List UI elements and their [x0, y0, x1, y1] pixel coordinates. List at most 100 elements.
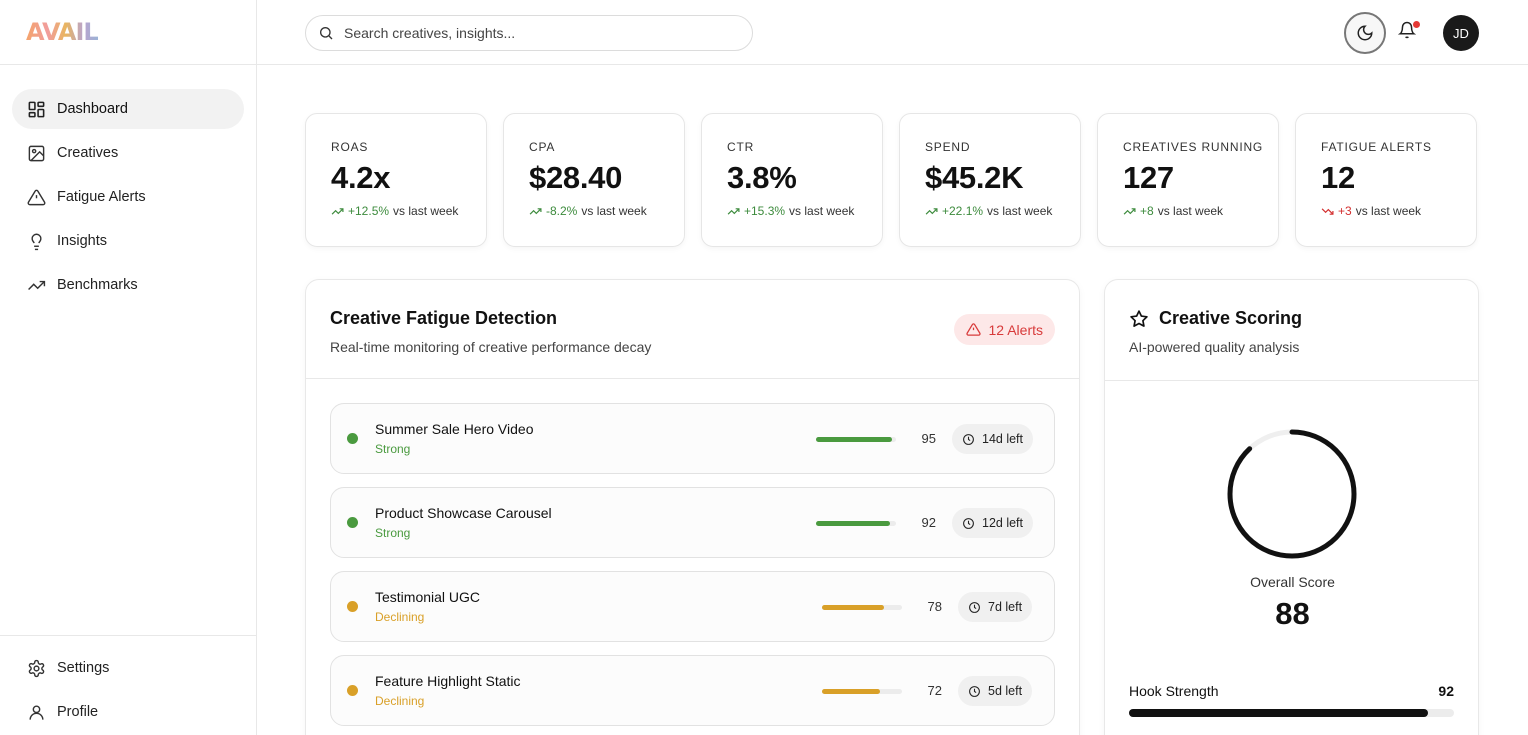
- kpi-change: -8.2% vs last week: [529, 204, 684, 218]
- scoring-title: Creative Scoring: [1159, 308, 1303, 328]
- trending-up-icon: [529, 205, 542, 218]
- days-left-label: 5d left: [988, 684, 1023, 698]
- kpi-card-cpa[interactable]: CPA $28.40 -8.2% vs last week: [503, 113, 685, 247]
- avatar[interactable]: JD: [1443, 15, 1479, 51]
- warning-icon: [26, 187, 46, 207]
- health-score: 92: [921, 515, 936, 530]
- alerts-badge[interactable]: 12 Alerts: [953, 314, 1055, 345]
- days-left-badge[interactable]: 5d left: [958, 676, 1033, 706]
- sidebar-item-fatigue-alerts[interactable]: Fatigue Alerts: [12, 177, 244, 217]
- sidebar-item-creatives[interactable]: Creatives: [12, 133, 244, 173]
- search-input[interactable]: [344, 25, 724, 41]
- image-icon: [26, 143, 46, 163]
- kpi-change: +22.1% vs last week: [925, 204, 1080, 218]
- kpi-card-fatigue-alerts[interactable]: FATIGUE ALERTS 12 +3 vs last week: [1295, 113, 1477, 247]
- days-left-badge[interactable]: 12d left: [952, 508, 1034, 538]
- kpi-label: CTR: [727, 140, 755, 154]
- kpi-card-ctr[interactable]: CTR 3.8% +15.3% vs last week: [701, 113, 883, 247]
- metric-header: Hook Strength 92: [1129, 683, 1454, 699]
- kpi-card-roas[interactable]: ROAS 4.2x +12.5% vs last week: [305, 113, 487, 247]
- dashboard-icon: [26, 99, 46, 119]
- health-bar-track: [822, 689, 902, 694]
- kpi-label: SPEND: [925, 140, 971, 154]
- health-bar-fill: [816, 437, 892, 442]
- status-dot: [347, 433, 358, 444]
- days-left-label: 12d left: [982, 516, 1024, 530]
- sidebar-item-profile[interactable]: Profile: [12, 692, 244, 732]
- sidebar-item-settings[interactable]: Settings: [12, 648, 244, 688]
- health-score: 78: [927, 599, 942, 614]
- metric-value: 92: [1438, 683, 1454, 699]
- kpi-value: $28.40: [529, 160, 623, 195]
- status-dot: [347, 601, 358, 612]
- notifications-button[interactable]: [1398, 21, 1420, 43]
- sidebar-item-label: Dashboard: [57, 101, 128, 117]
- fatigue-subtitle: Real-time monitoring of creative perform…: [330, 339, 652, 355]
- kpi-change: +15.3% vs last week: [727, 204, 882, 218]
- overall-score-ring: [1225, 427, 1359, 561]
- days-left-label: 14d left: [982, 432, 1024, 446]
- fatigue-row[interactable]: Feature Highlight Static Declining 72 5d le…: [330, 655, 1055, 726]
- star-icon: [1129, 309, 1149, 329]
- row-text: Summer Sale Hero Video Strong: [375, 421, 533, 456]
- sidebar-nav: Dashboard Creatives Fatigue Alerts Insig…: [0, 65, 256, 305]
- fatigue-row[interactable]: Testimonial UGC Declining 78 7d left: [330, 571, 1055, 642]
- notification-dot: [1413, 21, 1420, 28]
- logo[interactable]: AVAIL: [0, 0, 256, 65]
- kpi-suffix: vs last week: [789, 204, 855, 218]
- days-left-badge[interactable]: 7d left: [958, 592, 1033, 622]
- sidebar-item-insights[interactable]: Insights: [12, 221, 244, 261]
- row-text: Feature Highlight Static Declining: [375, 673, 521, 708]
- creative-status: Strong: [375, 442, 411, 456]
- kpi-value: 4.2x: [331, 160, 391, 195]
- creative-name: Product Showcase Carousel: [375, 505, 552, 521]
- creative-status: Declining: [375, 610, 425, 624]
- bell-icon: [1398, 21, 1420, 39]
- kpi-card-spend[interactable]: SPEND $45.2K +22.1% vs last week: [899, 113, 1081, 247]
- theme-toggle-button[interactable]: [1344, 12, 1386, 54]
- user-icon: [26, 702, 46, 722]
- kpi-value: 12: [1321, 160, 1355, 195]
- clock-icon: [962, 433, 975, 446]
- fatigue-card-header: Creative Fatigue Detection Real-time mon…: [306, 280, 1079, 379]
- trending-up-icon: [1123, 205, 1136, 218]
- trending-up-icon: [331, 205, 344, 218]
- fatigue-list: Summer Sale Hero Video Strong 95 14d left Pr…: [306, 379, 1079, 726]
- kpi-delta: +15.3%: [744, 204, 786, 218]
- row-text: Testimonial UGC Declining: [375, 589, 480, 624]
- days-left-badge[interactable]: 14d left: [952, 424, 1034, 454]
- sidebar-item-dashboard[interactable]: Dashboard: [12, 89, 244, 129]
- fatigue-card: Creative Fatigue Detection Real-time mon…: [305, 279, 1080, 735]
- kpi-delta: +12.5%: [348, 204, 390, 218]
- moon-icon: [1356, 24, 1374, 42]
- fatigue-row[interactable]: Summer Sale Hero Video Strong 95 14d left: [330, 403, 1055, 474]
- lightbulb-icon: [26, 231, 46, 251]
- kpi-value: 127: [1123, 160, 1174, 195]
- health-bar-track: [816, 437, 896, 442]
- sidebar-item-benchmarks[interactable]: Benchmarks: [12, 265, 244, 305]
- kpi-delta: +3: [1338, 204, 1352, 218]
- kpi-suffix: vs last week: [393, 204, 459, 218]
- kpi-label: FATIGUE ALERTS: [1321, 140, 1432, 154]
- main-content: ROAS 4.2x +12.5% vs last week CPA $28.40 -8.2%…: [257, 65, 1527, 735]
- kpi-suffix: vs last week: [987, 204, 1053, 218]
- metric-bar-track: [1129, 709, 1454, 717]
- row-text: Product Showcase Carousel Strong: [375, 505, 552, 540]
- health-bar-fill: [816, 521, 890, 526]
- gear-icon: [26, 658, 46, 678]
- search-bar[interactable]: [305, 15, 753, 51]
- fatigue-row[interactable]: Product Showcase Carousel Strong 92 12d lef…: [330, 487, 1055, 558]
- scoring-card: Creative Scoring AI-powered quality anal…: [1104, 279, 1479, 735]
- kpi-card-creatives-running[interactable]: CREATIVES RUNNING 127 +8 vs last week: [1097, 113, 1279, 247]
- scoring-card-header: Creative Scoring AI-powered quality anal…: [1105, 280, 1478, 381]
- trending-up-icon: [26, 275, 46, 295]
- scoring-subtitle: AI-powered quality analysis: [1129, 339, 1300, 355]
- search-icon: [318, 25, 334, 41]
- sidebar-item-label: Settings: [57, 660, 110, 676]
- ring-fill: [1227, 429, 1357, 559]
- overall-score-label: Overall Score: [1250, 574, 1335, 590]
- creative-name: Summer Sale Hero Video: [375, 421, 534, 437]
- kpi-change: +12.5% vs last week: [331, 204, 486, 218]
- clock-icon: [962, 517, 975, 530]
- kpi-suffix: vs last week: [1157, 204, 1224, 218]
